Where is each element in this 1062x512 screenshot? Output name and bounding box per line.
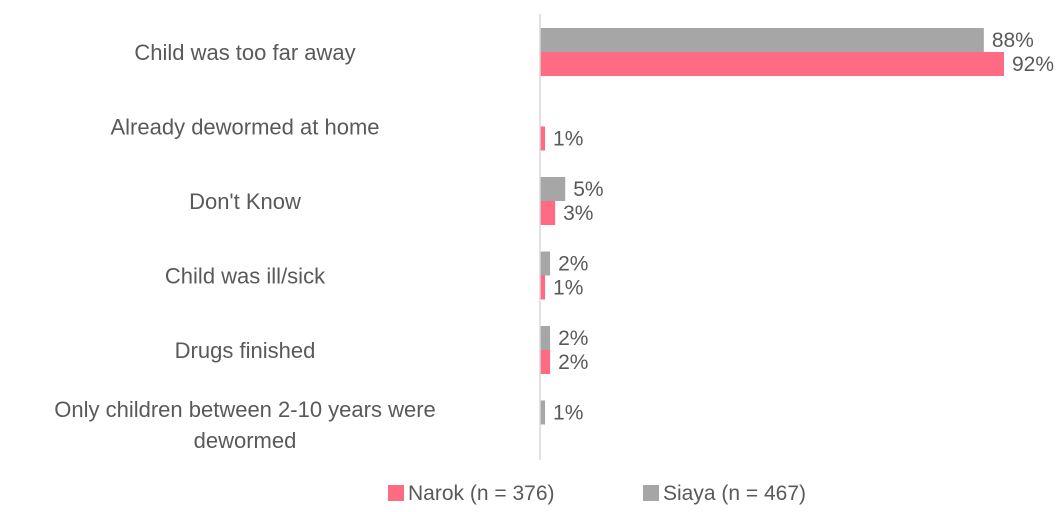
category-label: Drugs finished <box>175 338 316 363</box>
bar-narok <box>540 275 546 300</box>
bar-narok <box>540 126 546 151</box>
category-label: Child was too far away <box>134 40 355 65</box>
data-label: 1% <box>553 128 583 151</box>
data-label: 5% <box>573 178 603 201</box>
data-label: 3% <box>563 202 593 225</box>
legend-swatch <box>643 485 659 501</box>
bar-siaya <box>540 326 551 350</box>
legend-swatch <box>388 485 404 501</box>
data-label: 2% <box>558 351 588 374</box>
data-label: 1% <box>553 402 583 425</box>
data-label: 1% <box>553 277 583 300</box>
data-label: 88% <box>992 29 1034 52</box>
data-label: 2% <box>558 253 588 276</box>
bar-siaya <box>540 177 566 201</box>
bar-narok <box>540 201 556 225</box>
category-label: Only children between 2-10 years were <box>54 397 436 422</box>
category-label: Already dewormed at home <box>110 115 379 140</box>
bar-siaya <box>540 28 984 52</box>
legend-label: Siaya (n = 467) <box>663 482 806 505</box>
labels-layer: 88%92%1%5%3%2%1%2%2%1% <box>553 29 1054 425</box>
category-label: Child was ill/sick <box>165 264 326 289</box>
bars-layer <box>540 28 1004 425</box>
data-label: 2% <box>558 327 588 350</box>
legend-label: Narok (n = 376) <box>408 482 555 505</box>
category-labels: Child was too far away Already dewormed a… <box>54 40 436 453</box>
legend: Narok (n = 376) Siaya (n = 467) <box>388 482 806 505</box>
bar-narok <box>540 350 551 374</box>
data-label: 92% <box>1012 53 1054 76</box>
bar-narok <box>540 52 1004 76</box>
bar-siaya <box>540 251 551 276</box>
category-label: Don't Know <box>189 189 301 214</box>
category-label: dewormed <box>194 428 297 453</box>
bar-siaya <box>540 400 546 425</box>
